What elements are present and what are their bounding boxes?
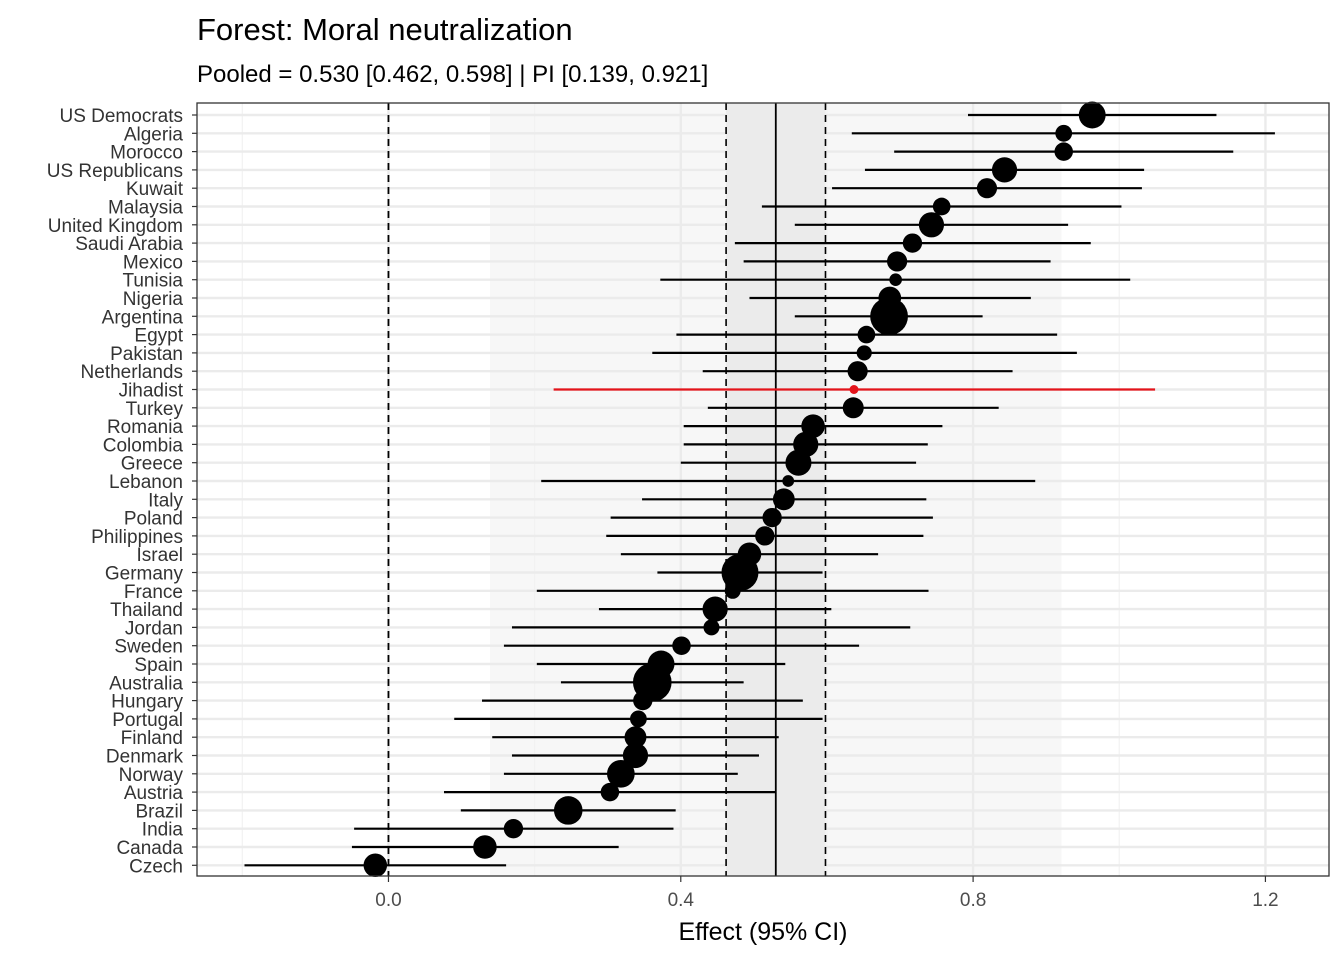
study-point: [842, 397, 864, 419]
study-point: [633, 690, 653, 711]
study-point: [755, 526, 775, 546]
study-label: Sweden: [114, 637, 183, 658]
study-label: Thailand: [110, 600, 183, 621]
study-label: Tunisia: [122, 271, 183, 292]
study-point: [1055, 124, 1073, 142]
study-label: Jihadist: [119, 381, 184, 402]
study-point: [932, 197, 951, 216]
study-label: Colombia: [103, 435, 184, 456]
study-point: [1054, 142, 1073, 161]
study-label: Hungary: [111, 692, 183, 713]
x-axis-title: Effect (95% CI): [678, 918, 847, 946]
x-tick-label: 0.0: [375, 890, 401, 911]
study-point: [762, 507, 782, 528]
study-label: Algeria: [124, 124, 184, 145]
study-point: [782, 475, 795, 487]
study-point: [772, 488, 795, 511]
study-label: Poland: [124, 509, 183, 530]
x-tick-label: 0.4: [668, 890, 695, 911]
study-label: Philippines: [91, 527, 183, 548]
study-label: Italy: [148, 490, 183, 511]
study-label: Jordan: [125, 618, 183, 639]
study-point: [849, 385, 859, 394]
study-point: [503, 819, 524, 839]
study-point: [622, 742, 649, 769]
study-point: [553, 796, 583, 825]
study-label: Lebanon: [109, 472, 183, 493]
study-label: Australia: [109, 673, 183, 694]
study-point: [991, 157, 1018, 183]
study-label: Morocco: [110, 143, 183, 164]
study-point: [785, 449, 812, 476]
study-label: Canada: [116, 838, 183, 859]
study-label: Netherlands: [81, 362, 183, 383]
study-label: Egypt: [134, 326, 183, 347]
study-label: France: [124, 582, 183, 603]
panel-border: [196, 102, 1330, 877]
study-label: United Kingdom: [48, 216, 183, 237]
study-point: [887, 251, 908, 272]
study-point: [703, 619, 720, 636]
study-label: Brazil: [135, 801, 183, 822]
study-label: Kuwait: [126, 179, 184, 200]
study-point: [629, 710, 647, 728]
x-tick-label: 0.8: [960, 890, 986, 911]
study-label: Greece: [121, 454, 183, 475]
study-label: Romania: [107, 417, 183, 438]
study-label: Austria: [124, 783, 184, 804]
study-point: [363, 853, 388, 878]
study-label: Nigeria: [123, 289, 184, 310]
study-point: [724, 582, 741, 599]
study-point: [847, 361, 868, 382]
study-point: [624, 726, 647, 749]
chart-title: Forest: Moral neutralization: [197, 12, 573, 47]
study-point: [600, 782, 620, 802]
study-label: Mexico: [123, 252, 183, 273]
study-point: [976, 178, 998, 199]
study-label: Malaysia: [108, 198, 183, 219]
study-point: [721, 554, 759, 591]
chart-subtitle: Pooled = 0.530 [0.462, 0.598] | PI [0.13…: [197, 61, 708, 88]
study-label: US Republicans: [47, 161, 183, 182]
study-label: US Democrats: [59, 106, 183, 127]
study-label: Argentina: [102, 307, 184, 328]
study-label: Czech: [129, 856, 183, 877]
study-point: [870, 297, 908, 336]
study-label: India: [142, 820, 184, 841]
study-point: [672, 636, 691, 655]
study-point: [473, 835, 497, 859]
study-label: Norway: [119, 765, 184, 786]
study-point: [702, 596, 728, 622]
study-label: Portugal: [112, 710, 183, 731]
x-tick-label: 1.2: [1252, 890, 1278, 911]
study-label: Finland: [121, 728, 183, 749]
study-label: Denmark: [106, 747, 184, 768]
study-point: [902, 233, 923, 253]
study-label: Israel: [137, 545, 183, 566]
study-label: Germany: [105, 564, 184, 585]
study-label: Pakistan: [110, 344, 183, 365]
study-point: [856, 345, 872, 361]
study-label: Spain: [134, 655, 183, 676]
study-point: [1078, 101, 1106, 129]
study-point: [889, 273, 902, 287]
study-label: Saudi Arabia: [75, 234, 183, 255]
study-point: [607, 759, 635, 788]
study-point: [857, 325, 876, 344]
study-point: [918, 212, 945, 238]
study-label: Turkey: [126, 399, 184, 420]
